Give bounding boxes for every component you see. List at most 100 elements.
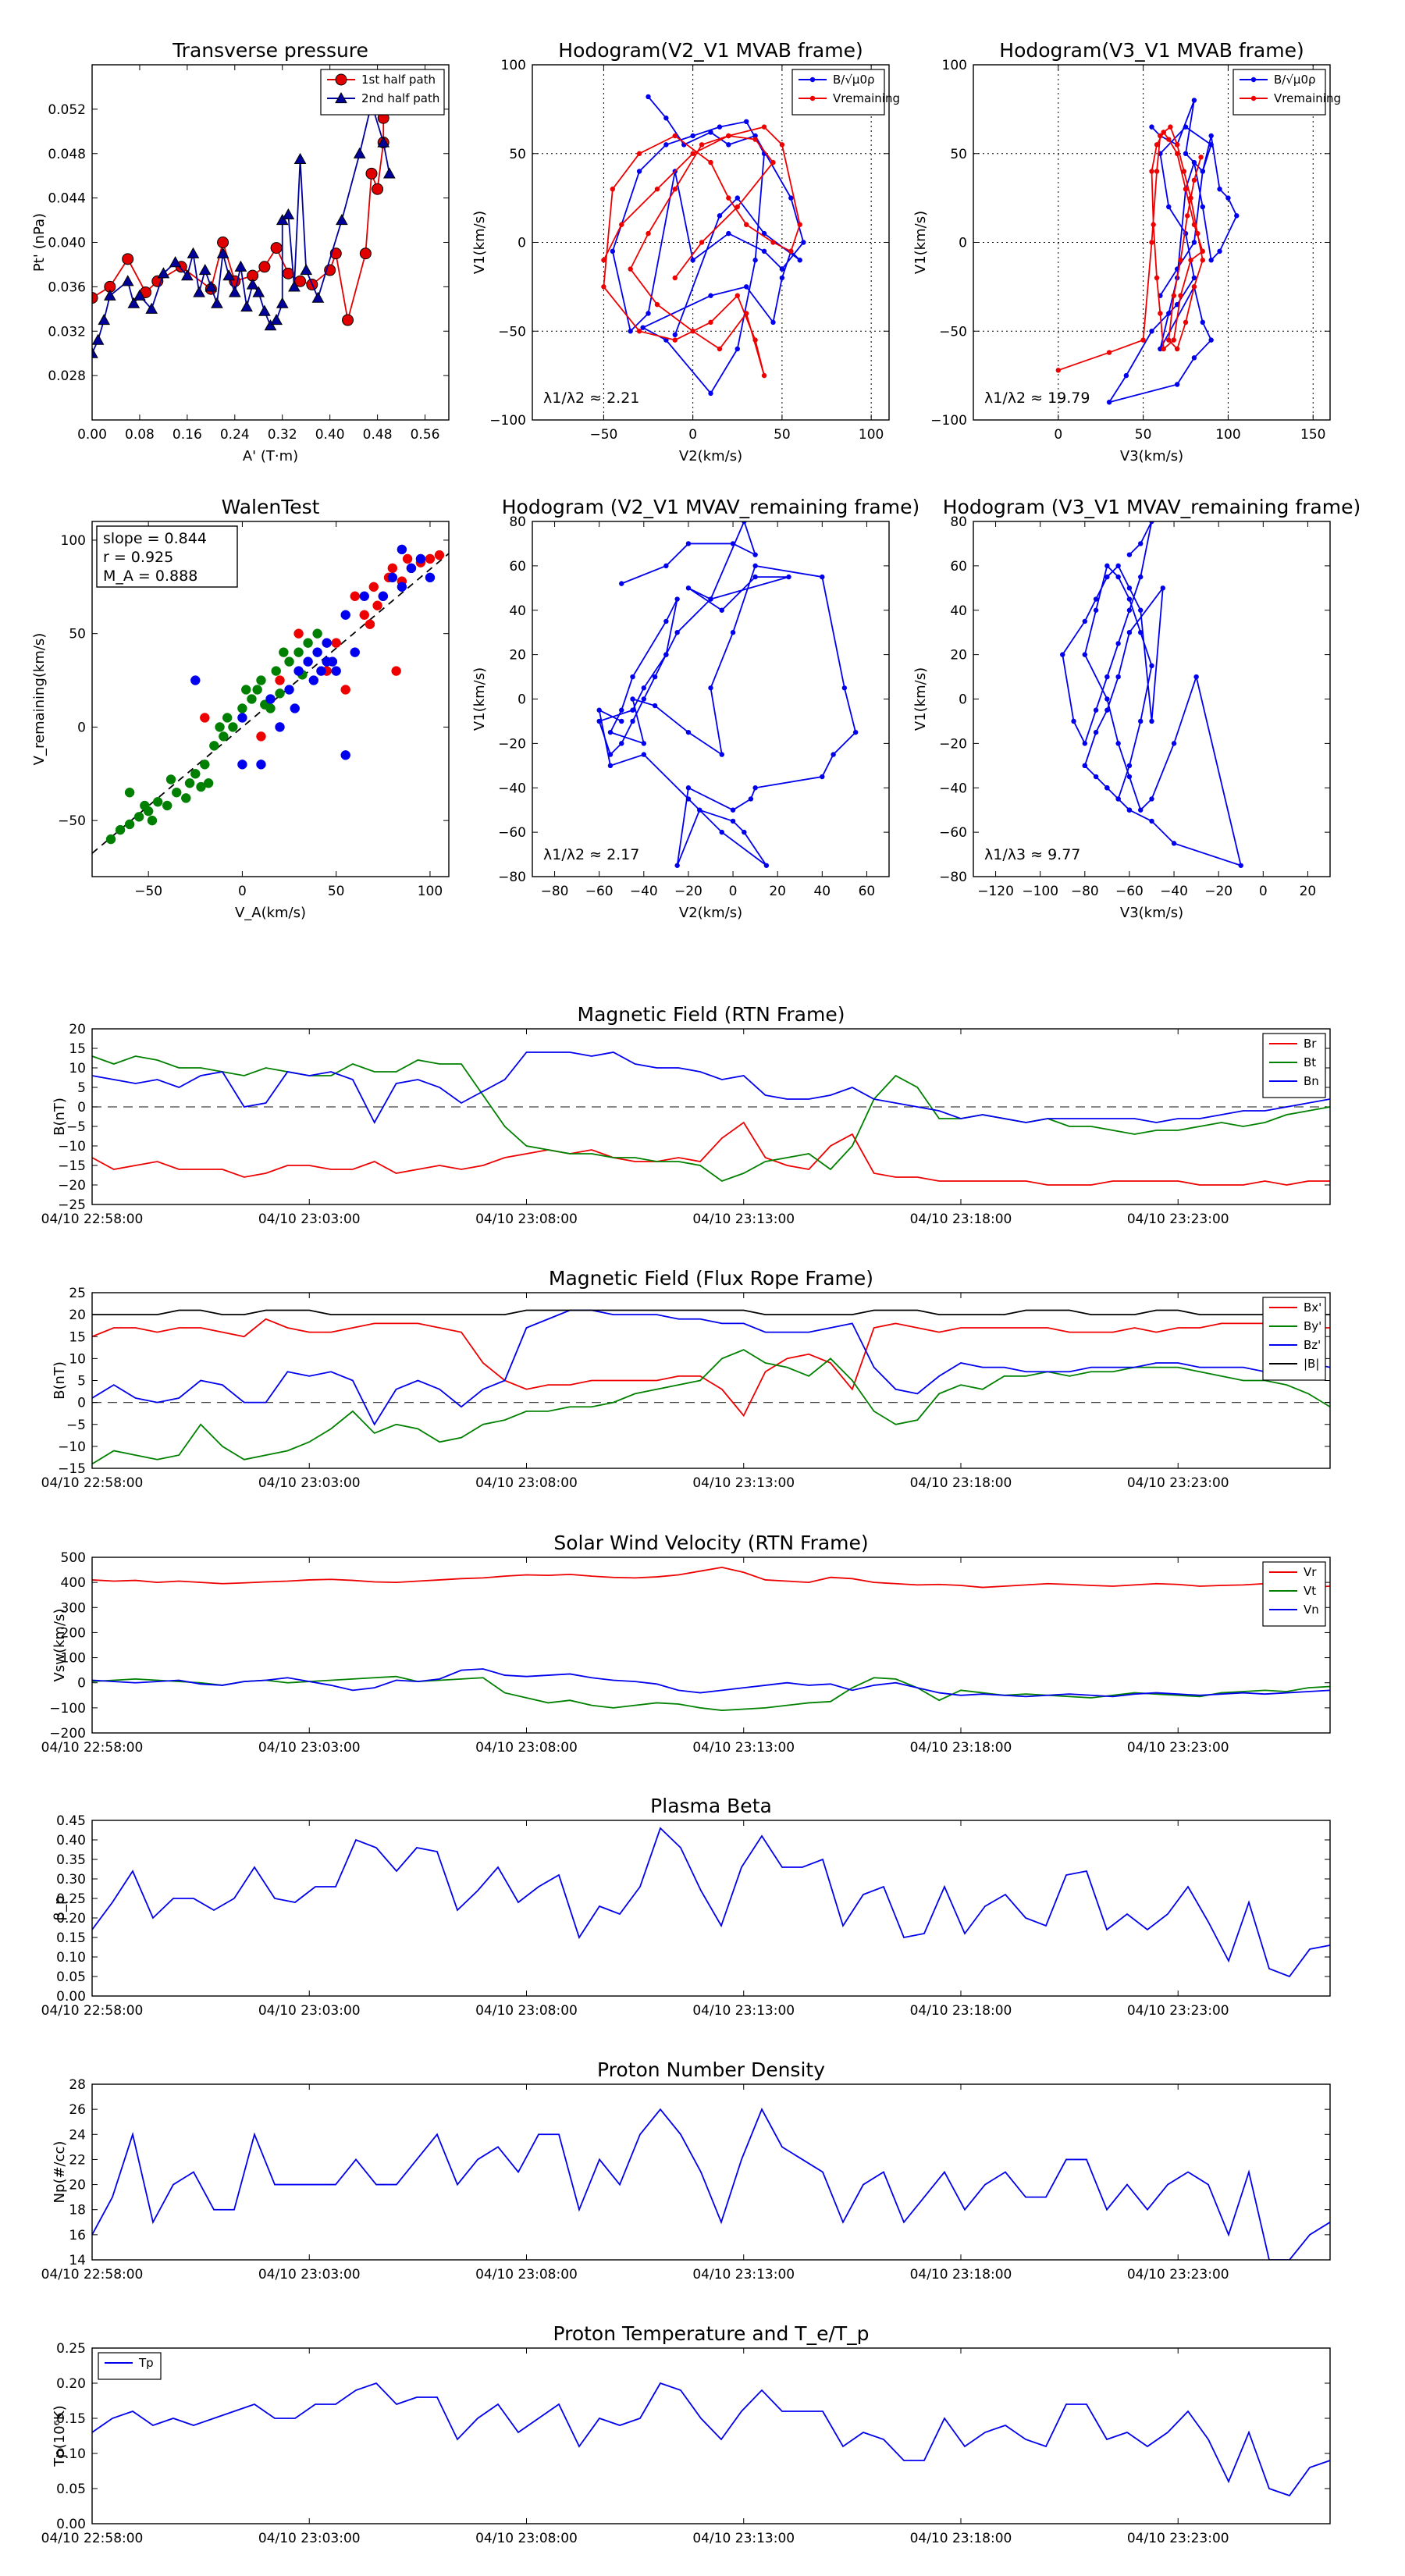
data-point [742, 521, 747, 525]
series-line [92, 1121, 1330, 1186]
x-tick-label: 0.16 [173, 427, 202, 443]
y-axis-label: Np(#/cc) [52, 2141, 68, 2204]
data-point [1181, 169, 1187, 174]
series-line [603, 126, 801, 376]
x-tick-label: 04/10 23:18:00 [910, 1212, 1012, 1227]
data-point [219, 731, 229, 742]
x-tick-label: 04/10 23:18:00 [910, 1740, 1012, 1756]
data-point [311, 291, 325, 303]
data-point [1174, 346, 1180, 352]
y-tick-label: 0 [77, 1100, 86, 1115]
data-point [133, 812, 144, 822]
x-tick-label: 04/10 23:13:00 [692, 1475, 795, 1491]
series-line [92, 1566, 1330, 1589]
series-line [92, 1309, 1330, 1316]
data-point [217, 237, 229, 248]
data-point [1154, 169, 1160, 174]
data-point [697, 807, 702, 813]
data-point [222, 269, 236, 281]
data-point [672, 332, 678, 337]
data-point [1166, 137, 1172, 142]
data-point [1115, 563, 1121, 569]
x-tick-label: 0 [1054, 427, 1062, 443]
data-point [726, 142, 731, 148]
data-point [1126, 585, 1133, 591]
y-tick-label: 100 [61, 1651, 86, 1667]
data-point [1138, 629, 1144, 635]
series-line [92, 1318, 1330, 1418]
x-tick-label: 04/10 23:03:00 [258, 1740, 361, 1756]
data-point [372, 600, 382, 611]
chart-title: Hodogram(V3_V1 MVAB frame) [999, 39, 1304, 62]
y-tick-label: 20 [950, 648, 967, 664]
series-line [92, 1668, 1330, 1698]
chart-title: Solar Wind Velocity (RTN Frame) [553, 1532, 868, 1554]
data-point [636, 329, 642, 334]
data-point [157, 267, 170, 279]
y-tick-label: 40 [950, 603, 967, 619]
data-point [1093, 707, 1099, 713]
series-line [92, 1675, 1330, 1711]
data-point [340, 685, 350, 695]
x-tick-label: 04/10 23:13:00 [692, 2531, 795, 2546]
data-point [391, 666, 401, 676]
data-point [831, 752, 836, 757]
legend-box [1232, 69, 1326, 116]
data-point [1154, 275, 1160, 281]
series-2nd-half-path [92, 97, 396, 358]
x-tick-label: 100 [1215, 427, 1240, 443]
x-tick-label: 0.24 [220, 427, 250, 443]
data-point [92, 333, 105, 345]
legend-box [791, 69, 885, 116]
data-point [1193, 674, 1199, 680]
y-tick-label: 0.20 [56, 2376, 86, 2392]
data-point [719, 607, 724, 613]
data-point [1104, 785, 1110, 791]
y-tick-label: −50 [939, 324, 967, 340]
data-point [619, 741, 624, 746]
x-tick-label: 0.32 [268, 427, 297, 443]
data-point [610, 187, 616, 192]
series--b- [92, 1309, 1330, 1316]
data-point [247, 694, 257, 704]
legend-marker [809, 76, 816, 83]
data-point [1200, 204, 1205, 210]
data-point [1149, 240, 1154, 245]
data-point [744, 311, 749, 316]
y-tick-label: −60 [939, 825, 967, 841]
data-point [1171, 741, 1177, 746]
series-line [92, 1827, 1330, 1978]
legend-marker [809, 95, 816, 101]
data-point [820, 574, 825, 580]
chart-p3: 0 50 100 150 −100 −50 0 50 100 Hodogram(V3_V1 MVA… [912, 39, 1341, 464]
data-point [193, 286, 205, 297]
y-tick-label: 10 [69, 1061, 86, 1076]
x-tick-label: 04/10 23:13:00 [692, 2267, 795, 2282]
data-point [735, 195, 740, 201]
data-point [387, 572, 398, 583]
data-point [187, 247, 200, 258]
data-point [300, 264, 313, 276]
x-tick-label: 04/10 23:13:00 [692, 2003, 795, 2019]
y-tick-label: 400 [61, 1575, 86, 1591]
data-point [303, 638, 313, 648]
y-tick-label: 0.05 [56, 2482, 86, 2497]
y-tick-label: 500 [61, 1550, 86, 1566]
data-point [641, 685, 647, 691]
data-point [674, 629, 680, 635]
data-point [133, 289, 146, 301]
y-tick-label: 25 [69, 1286, 86, 1301]
y-tick-label: −5 [66, 1119, 86, 1135]
x-tick-label: −80 [1071, 884, 1099, 899]
data-point [228, 722, 238, 732]
x-tick-label: 50 [1135, 427, 1152, 443]
data-point [282, 208, 295, 220]
data-point [200, 713, 210, 723]
data-point [641, 752, 647, 757]
data-point [140, 800, 150, 811]
data-point [322, 656, 332, 667]
data-point [685, 541, 692, 546]
plot-frame [973, 521, 1331, 877]
data-point [1158, 133, 1163, 139]
